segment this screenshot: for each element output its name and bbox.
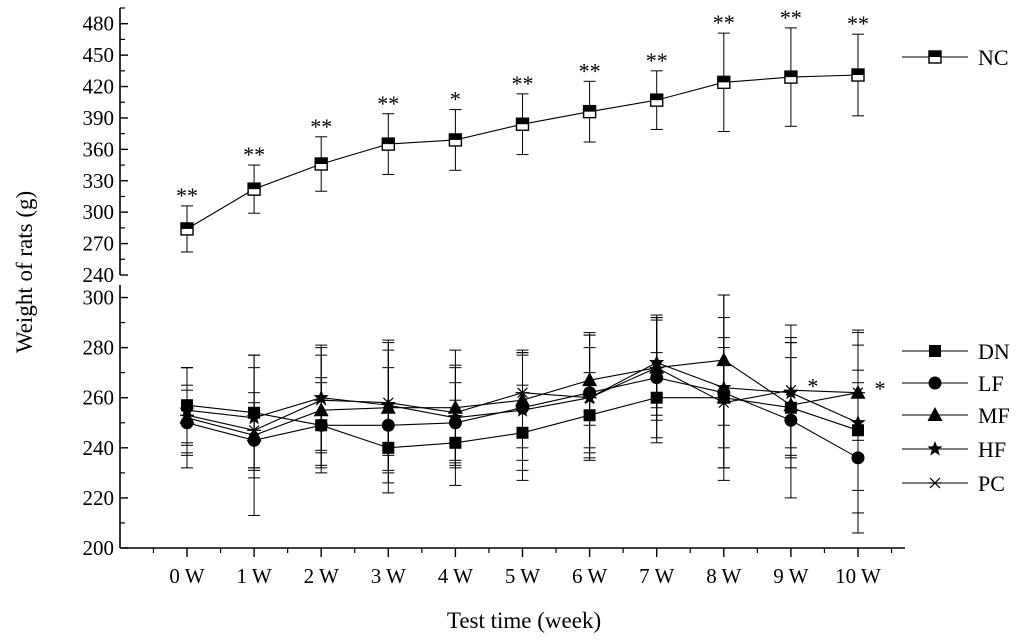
y-tick-label: 220 (83, 486, 115, 510)
data-point (717, 75, 731, 90)
significance-label: ** (646, 48, 668, 73)
x-tick-label: 1 W (236, 564, 271, 588)
y-tick-label: 330 (83, 169, 115, 193)
x-tick-label: 0 W (169, 564, 204, 588)
data-point (448, 407, 463, 419)
data-point (582, 392, 597, 404)
significance-label: * (807, 374, 818, 399)
legend-marker (928, 477, 942, 489)
y-tick-label: 240 (83, 436, 115, 460)
data-point (650, 93, 664, 107)
data-point (649, 362, 664, 373)
x-tick-label: 9 W (773, 564, 808, 588)
significance-label: ** (512, 71, 534, 96)
x-tick-label: 3 W (371, 564, 406, 588)
lower-panel: 200 220 240 260 280 300 * * (83, 285, 886, 560)
data-point (314, 157, 328, 171)
legend-label: LF (978, 371, 1004, 396)
data-point (716, 397, 731, 409)
x-axis: 0 W 1 W 2 W 3 W 4 W 5 W 6 W 7 W 8 W 9 W 10 W (120, 547, 905, 588)
legend-label: PC (978, 471, 1005, 496)
significance-label: ** (310, 114, 332, 139)
significance-label: ** (579, 58, 601, 83)
y-tick-label: 300 (83, 200, 115, 224)
data-point (851, 68, 865, 82)
data-point (247, 182, 261, 196)
significance-label: ** (713, 10, 735, 35)
legend-label: HF (978, 437, 1006, 462)
x-axis-title: Test time (week) (447, 608, 601, 633)
significance-label: ** (377, 91, 399, 116)
x-tick-label: 5 W (505, 564, 540, 588)
data-point (448, 133, 463, 147)
legend-label: NC (978, 45, 1009, 70)
y-tick-label: 450 (83, 43, 115, 67)
legend-marker (928, 376, 942, 390)
legend-item-hf: HF (902, 437, 1006, 462)
legend-item-nc: NC (902, 45, 1009, 70)
x-tick-label: 2 W (304, 564, 339, 588)
y-tick-label: 270 (83, 232, 115, 256)
data-point (381, 397, 396, 409)
legend-item-mf: MF (902, 403, 1010, 428)
data-point (247, 424, 262, 436)
y-tick-label: 480 (83, 12, 115, 36)
y-tick-label: 200 (83, 536, 115, 560)
legend-marker (927, 441, 943, 456)
x-tick-label: 10 W (835, 564, 881, 588)
data-point (784, 70, 798, 84)
data-point (381, 137, 395, 151)
y-tick-label: 240 (83, 263, 115, 287)
series-nc: ******** ***** **** ** ** (176, 5, 869, 253)
data-point (180, 222, 194, 236)
y-tick-label: 360 (83, 137, 115, 161)
series-pc (180, 314, 865, 469)
significance-label: * (450, 87, 461, 112)
significance-label: * (875, 376, 886, 401)
x-tick-label: 7 W (639, 564, 674, 588)
significance-label: ** (176, 183, 198, 208)
x-tick-label: 6 W (572, 564, 607, 588)
data-point (515, 387, 530, 399)
x-tick-label: 8 W (706, 564, 741, 588)
significance-label: ** (780, 5, 802, 30)
y-tick-label: 260 (83, 386, 115, 410)
significance-label: ** (243, 142, 265, 167)
y-tick-label: 390 (83, 106, 115, 130)
y-tick-label: 300 (83, 286, 115, 310)
legend-label: MF (978, 403, 1010, 428)
data-point (582, 104, 597, 119)
legend-item-dn: DN (902, 339, 1010, 364)
y-axis-title: Weight of rats (g) (12, 191, 37, 353)
legend: NC DN LF MF HF PC (902, 45, 1010, 496)
data-point (515, 117, 530, 131)
y-tick-label: 280 (83, 336, 115, 360)
data-point (314, 394, 329, 406)
legend-label: DN (978, 339, 1010, 364)
x-tick-label: 4 W (438, 564, 473, 588)
legend-marker (928, 50, 942, 64)
legend-marker (929, 345, 941, 357)
data-point (851, 387, 865, 399)
y-tick-label: 420 (83, 75, 115, 99)
legend-item-lf: LF (902, 371, 1004, 396)
legend-item-pc: PC (902, 471, 1005, 496)
data-point (783, 384, 798, 396)
data-point (180, 409, 194, 421)
significance-label: ** (847, 11, 869, 36)
legend-marker (927, 407, 943, 421)
